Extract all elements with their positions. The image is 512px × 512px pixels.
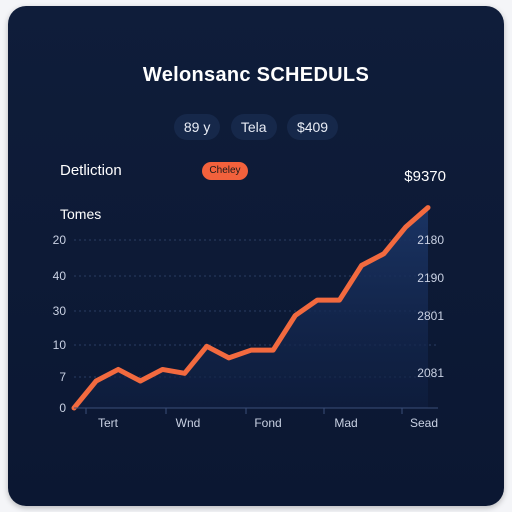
data-point <box>426 206 430 210</box>
data-point <box>404 225 408 229</box>
y-tick-right: 2801 <box>417 309 444 323</box>
dashboard-title: Welonsanc SCHEDULS <box>142 64 370 86</box>
x-tick-label: Sead <box>410 416 438 430</box>
series-area <box>74 207 428 408</box>
chart-area-layer <box>74 207 428 408</box>
data-point <box>183 371 187 375</box>
status-badge[interactable]: Cheley <box>202 162 248 180</box>
data-point <box>227 356 231 360</box>
data-point <box>271 348 275 352</box>
data-point <box>315 298 319 302</box>
y-tick-left: 0 <box>59 401 66 415</box>
y-axis-right: 2180 2190 2801 2081 <box>417 233 444 380</box>
filter-pills: 89 y Tela $409 <box>8 114 504 140</box>
filter-pill-3[interactable]: $409 <box>286 114 339 140</box>
line-chart: 20 40 30 10 7 0 2180 2190 2801 2081 Tert Wnd Fond M… <box>53 205 444 430</box>
x-tick-label: Tert <box>98 416 119 430</box>
filter-pill-2[interactable]: Tela <box>230 114 277 140</box>
data-point <box>249 348 253 352</box>
data-point <box>382 252 386 256</box>
data-point <box>161 367 164 371</box>
dashboard-card: Welonsanc SCHEDULS 89 y Tela $409 Detlic… <box>8 6 504 506</box>
section-label: Detliction <box>60 162 122 179</box>
data-point <box>360 263 364 267</box>
data-point <box>293 313 297 317</box>
y-tick-left: 10 <box>53 338 67 352</box>
filter-pill-1[interactable]: 89 y <box>173 114 221 140</box>
data-point <box>205 344 209 348</box>
data-point <box>338 298 341 302</box>
y-tick-left: 40 <box>53 269 67 283</box>
y-tick-right: 2081 <box>417 366 444 380</box>
y-tick-left: 7 <box>59 370 66 384</box>
y-tick-left: 30 <box>53 304 67 318</box>
data-point <box>116 367 120 371</box>
data-point <box>138 379 142 383</box>
chart-title: Tomes <box>60 206 102 222</box>
y-axis-left: 20 40 30 10 7 0 <box>53 233 67 415</box>
chart-line-layer <box>71 205 431 411</box>
x-tick-label: Wnd <box>176 416 201 430</box>
data-point <box>94 379 98 383</box>
x-axis: Tert Wnd Fond Mad Sead <box>74 407 438 430</box>
x-tick-label: Fond <box>254 416 281 430</box>
y-tick-right: 2190 <box>417 271 444 285</box>
x-tick-label: Mad <box>334 416 357 430</box>
y-tick-left: 20 <box>53 233 67 247</box>
y-tick-right: 2180 <box>417 233 444 247</box>
summary-value: $9370 <box>404 168 446 185</box>
